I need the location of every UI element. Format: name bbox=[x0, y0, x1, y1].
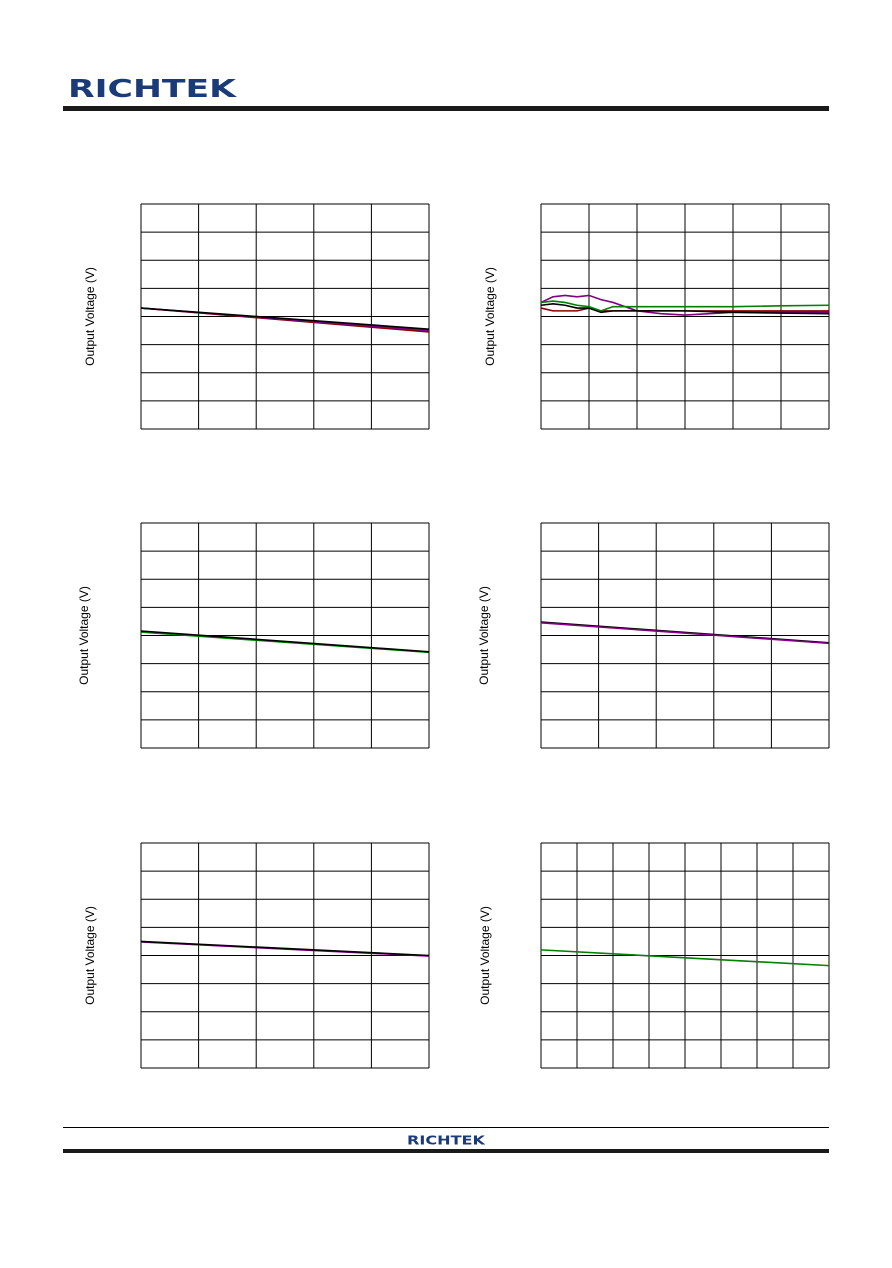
y-axis-label: Output Voltage (V) bbox=[83, 267, 97, 366]
data-line bbox=[540, 622, 830, 645]
y-axis-label: Output Voltage (V) bbox=[83, 906, 97, 1005]
data-line bbox=[140, 940, 430, 957]
header-logo: RICHTEK bbox=[68, 74, 238, 103]
data-line bbox=[540, 949, 830, 967]
chart: Output Voltage (V) bbox=[77, 522, 430, 749]
header-rule bbox=[63, 106, 829, 111]
chart: Output Voltage (V) bbox=[483, 203, 830, 430]
data-line bbox=[540, 300, 830, 312]
y-axis-label: Output Voltage (V) bbox=[478, 906, 492, 1005]
data-line bbox=[540, 303, 830, 315]
footer-logo: RICHTEK bbox=[407, 1134, 486, 1148]
chart: Output Voltage (V) bbox=[83, 203, 430, 430]
chart: Output Voltage (V) bbox=[478, 842, 830, 1069]
chart: Output Voltage (V) bbox=[83, 842, 430, 1069]
data-line bbox=[140, 307, 430, 330]
data-line bbox=[140, 630, 430, 653]
footer-rule-thin bbox=[63, 1127, 829, 1128]
y-axis-label: Output Voltage (V) bbox=[483, 267, 497, 366]
y-axis-label: Output Voltage (V) bbox=[477, 586, 491, 685]
footer-rule bbox=[63, 1149, 829, 1153]
chart: Output Voltage (V) bbox=[477, 522, 830, 749]
y-axis-label: Output Voltage (V) bbox=[77, 586, 91, 685]
